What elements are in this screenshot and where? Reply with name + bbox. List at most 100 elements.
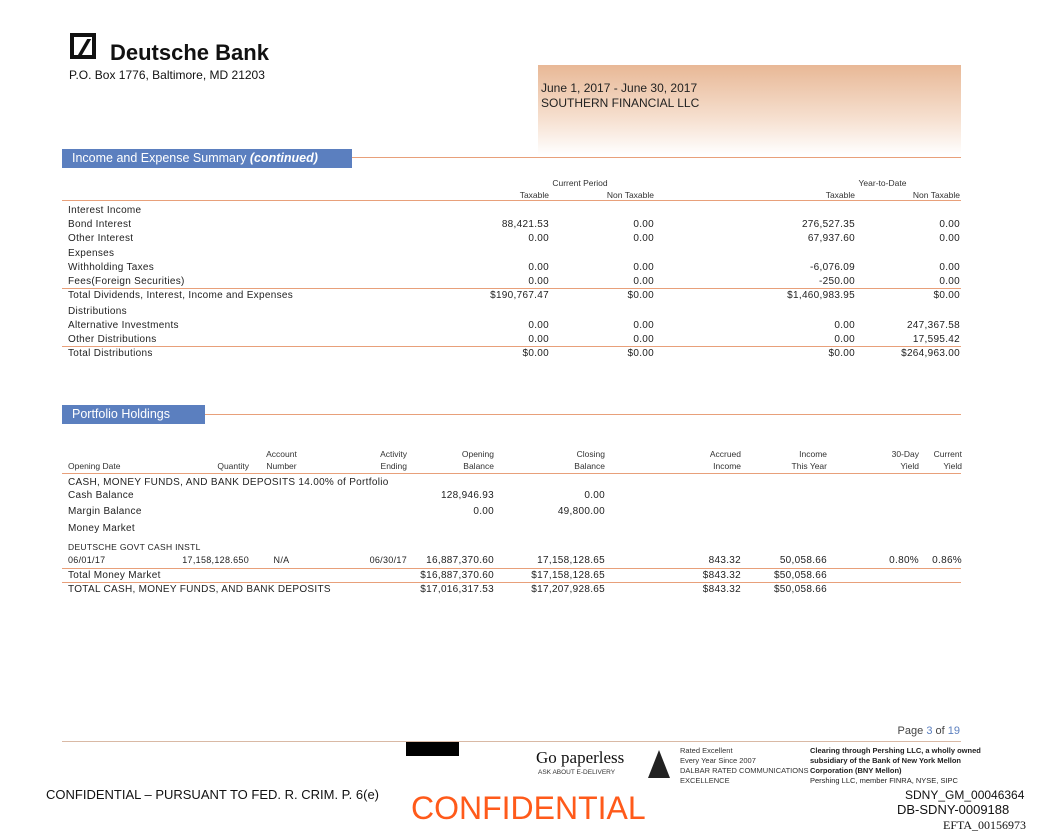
row-value: 0.00: [528, 276, 549, 287]
row-value: $1,460,983.95: [787, 290, 855, 301]
header-rule: [62, 473, 961, 474]
row-label: DEUTSCHE GOVT CASH INSTL: [68, 542, 201, 552]
footer-divider: [62, 741, 961, 742]
portfolio-section-title: Portfolio Holdings: [62, 405, 205, 424]
row-label: Money Market: [68, 523, 135, 534]
column-header: Opening: [461, 449, 494, 459]
row-value: 0.00: [528, 334, 549, 345]
column-header: Taxable: [519, 190, 549, 200]
column-header: Opening Date: [68, 461, 121, 471]
row-value: $17,158,128.65: [531, 570, 605, 581]
row-value: 276,527.35: [801, 219, 855, 230]
row-value: 0.00: [633, 320, 654, 331]
row-value: 0.00: [834, 334, 855, 345]
row-value: $0.00: [627, 290, 654, 301]
column-header: Yield: [900, 461, 919, 471]
dalbar-line: Rated Excellent: [680, 746, 733, 755]
row-label: Other Interest: [68, 233, 134, 244]
confidential-stamp: CONFIDENTIAL: [411, 790, 646, 826]
pershing-line: Clearing through Pershing LLC, a wholly …: [810, 746, 981, 755]
row-label: Margin Balance: [68, 506, 142, 517]
row-value: 0.00: [939, 276, 960, 287]
current-page: 3: [926, 725, 933, 737]
row-value: 0.00: [528, 262, 549, 273]
row-value: 0.00: [473, 506, 494, 517]
row-label: Cash Balance: [68, 490, 134, 501]
dalbar-line: DALBAR RATED COMMUNICATIONS: [680, 766, 809, 775]
row-label: Alternative Investments: [68, 320, 179, 331]
column-header: Balance: [574, 461, 605, 471]
row-value: 16,887,370.60: [426, 555, 494, 566]
total-rule: [62, 346, 961, 347]
column-header: Yield: [943, 461, 962, 471]
header-banner: [538, 65, 961, 155]
row-value: $16,887,370.60: [420, 570, 494, 581]
row-value: $843.32: [702, 584, 741, 595]
row-value: 17,595.42: [912, 334, 960, 345]
row-value: 0.00: [939, 233, 960, 244]
client-name: SOUTHERN FINANCIAL LLC: [541, 96, 700, 110]
go-paperless: Go paperless: [536, 748, 625, 767]
column-header: Income: [713, 461, 741, 471]
row-value: $264,963.00: [901, 348, 960, 359]
row-value: 50,058.66: [779, 555, 827, 566]
row-label: TOTAL CASH, MONEY FUNDS, AND BANK DEPOSI…: [68, 584, 331, 595]
confidential-notice: CONFIDENTIAL – PURSUANT TO FED. R. CRIM.…: [46, 787, 380, 802]
row-value: 0.00: [633, 219, 654, 230]
row-value: 0.00: [584, 490, 605, 501]
column-header: Accrued: [709, 449, 741, 459]
column-header: Closing: [576, 449, 605, 459]
pershing-line: Pershing LLC, member FINRA, NYSE, SIPC: [810, 776, 958, 785]
header-rule: [62, 200, 961, 201]
row-value: 17,158,128.65: [537, 555, 605, 566]
row-value: $50,058.66: [773, 570, 827, 581]
column-header: Taxable: [825, 190, 855, 200]
row-value: 0.00: [633, 276, 654, 287]
column-header: Quantity: [217, 461, 249, 471]
row-value: 17,158,128.650: [182, 555, 249, 565]
group-header-ytd: Year-to-Date: [858, 178, 907, 188]
bates-number: EFTA_00156973: [943, 818, 1027, 832]
redaction-box: [406, 742, 459, 756]
row-value: $0.00: [933, 290, 960, 301]
row-value: 247,367.58: [906, 320, 960, 331]
column-header: Income: [799, 449, 827, 459]
row-value: $17,016,317.53: [420, 584, 494, 595]
total-pages: 19: [947, 725, 960, 737]
row-label: Total Distributions: [68, 348, 153, 359]
row-value: 0.00: [633, 262, 654, 273]
page-of: of: [935, 725, 945, 737]
row-label: Distributions: [68, 306, 127, 317]
bates-number: DB-SDNY-0009188: [897, 802, 1010, 817]
column-header: This Year: [791, 461, 827, 471]
row-label: CASH, MONEY FUNDS, AND BANK DEPOSITS 14.…: [68, 477, 389, 488]
row-value: -250.00: [818, 276, 855, 287]
row-value: 0.00: [834, 320, 855, 331]
column-header: Balance: [463, 461, 494, 471]
row-value: 06/01/17: [68, 555, 106, 565]
row-value: $0.00: [522, 348, 549, 359]
column-header: 30-Day: [891, 449, 919, 459]
row-label: Bond Interest: [68, 219, 132, 230]
row-value: $17,207,928.65: [531, 584, 605, 595]
row-value: 0.00: [633, 334, 654, 345]
total-rule: [62, 568, 961, 569]
column-header: Number: [266, 461, 297, 471]
column-header: Non Taxable: [606, 190, 654, 200]
row-label: Other Distributions: [68, 334, 157, 345]
row-value: $190,767.47: [490, 290, 549, 301]
row-value: 843.32: [708, 555, 741, 566]
row-label: Total Money Market: [68, 570, 161, 581]
row-label: Fees(Foreign Securities): [68, 276, 185, 287]
column-header: Account: [266, 449, 297, 459]
row-value: 0.00: [633, 233, 654, 244]
group-header-current: Current Period: [552, 178, 608, 188]
statement-header: June 1, 2017 - June 30, 2017 SOUTHERN FI…: [541, 81, 699, 111]
row-value: 67,937.60: [807, 233, 855, 244]
column-header: Current: [933, 449, 962, 459]
pershing-line: Corporation (BNY Mellon): [810, 766, 902, 775]
row-label: Expenses: [68, 248, 115, 259]
row-value: 0.00: [939, 262, 960, 273]
total-rule: [62, 582, 961, 583]
row-value: -6,076.09: [810, 262, 855, 273]
